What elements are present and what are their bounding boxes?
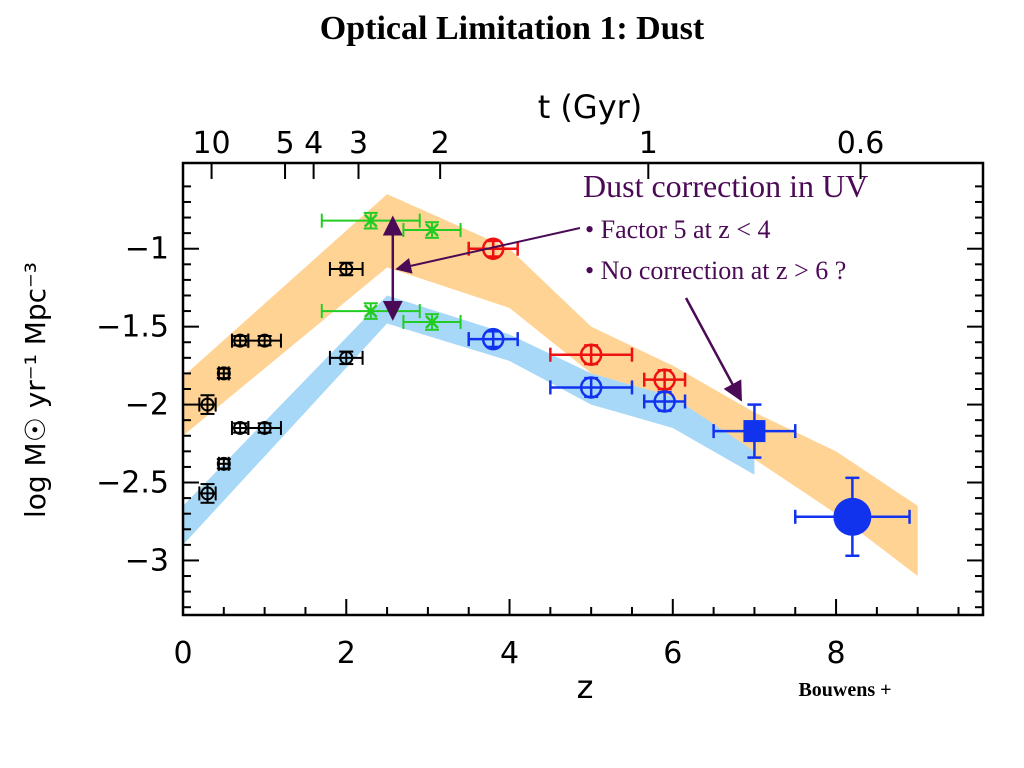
top-tick-label: 1 bbox=[639, 126, 658, 161]
marker-square bbox=[743, 420, 766, 443]
data-point-green bbox=[402, 313, 462, 331]
marker-cross bbox=[425, 315, 439, 329]
factor-pointer-arrow bbox=[395, 227, 581, 274]
annotation-bullet-1: • Factor 5 at z < 4 bbox=[585, 215, 771, 244]
y-tick-label: −3 bbox=[125, 543, 169, 578]
marker-circle bbox=[200, 397, 215, 412]
data-point-green bbox=[320, 302, 421, 320]
data-point-blue-big bbox=[793, 476, 911, 558]
y-tick-label: −2 bbox=[125, 388, 169, 423]
marker-cross bbox=[425, 223, 439, 237]
data-point-black bbox=[230, 333, 250, 348]
y-tick-label: −1.5 bbox=[96, 310, 169, 345]
no-correction-pointer-arrow bbox=[684, 297, 743, 402]
data-point-black bbox=[328, 350, 364, 366]
slide-title: Optical Limitation 1: Dust bbox=[319, 10, 705, 47]
top-tick-label: 5 bbox=[275, 126, 294, 161]
data-point-green bbox=[402, 221, 462, 239]
annotation-bullet-2: • No correction at z > 6 ? bbox=[585, 256, 846, 285]
data-point-red bbox=[642, 368, 687, 391]
y-axis-label: log M☉ yr⁻¹ Mpc⁻³ bbox=[19, 262, 52, 518]
data-point-black bbox=[216, 456, 231, 471]
data-point-black bbox=[247, 420, 282, 435]
marker-circle bbox=[653, 390, 676, 413]
marker-circle bbox=[200, 486, 215, 501]
data-point-black bbox=[216, 366, 231, 381]
marker-circle bbox=[339, 350, 354, 365]
credit-label: Bouwens + bbox=[798, 679, 891, 701]
top-tick-label: 4 bbox=[304, 126, 323, 161]
marker-circle bbox=[233, 333, 248, 348]
data-point-black bbox=[247, 333, 282, 348]
data-point-green bbox=[320, 211, 421, 230]
y-tick-label: −2.5 bbox=[96, 466, 169, 501]
top-tick-label: 0.6 bbox=[837, 126, 885, 161]
data-point-black bbox=[198, 483, 217, 504]
x-tick-label: 0 bbox=[173, 636, 192, 671]
marker-circle bbox=[653, 368, 676, 391]
top-tick-label: 10 bbox=[192, 126, 230, 161]
x-tick-label: 2 bbox=[337, 636, 356, 671]
ticks-layer: 0 2 4 6 8−1−1.5−2−2.5−310 5 4 3 2 1 0.6 bbox=[96, 126, 983, 671]
marker-cross bbox=[363, 213, 378, 228]
marker-big-circle bbox=[833, 497, 872, 536]
top-axis-label: t (Gyr) bbox=[538, 88, 643, 126]
data-point-blue bbox=[549, 376, 634, 399]
x-tick-label: 6 bbox=[663, 636, 682, 671]
x-tick-label: 4 bbox=[500, 636, 519, 671]
annotation-heading: Dust correction in UV bbox=[583, 168, 868, 204]
marker-circle bbox=[233, 420, 248, 435]
arrows-layer bbox=[382, 215, 743, 402]
data-point-black bbox=[230, 420, 250, 435]
x-axis-label: z bbox=[577, 668, 594, 706]
marker-circle bbox=[257, 420, 272, 435]
points-layer bbox=[198, 211, 911, 558]
marker-circle bbox=[579, 343, 603, 366]
data-point-black bbox=[198, 394, 217, 415]
marker-circle bbox=[481, 327, 505, 351]
marker-circle bbox=[216, 366, 231, 381]
top-tick-label: 2 bbox=[431, 126, 450, 161]
marker-cross bbox=[363, 304, 378, 318]
data-point-blue bbox=[467, 327, 519, 351]
top-tick-label: 3 bbox=[349, 126, 368, 161]
data-point-blue-square bbox=[712, 403, 797, 459]
data-point-red bbox=[549, 343, 634, 366]
marker-circle bbox=[257, 333, 272, 348]
data-point-blue bbox=[642, 390, 687, 413]
y-tick-label: −1 bbox=[125, 232, 169, 267]
marker-circle bbox=[216, 456, 231, 471]
marker-circle bbox=[579, 376, 603, 399]
marker-circle bbox=[339, 261, 354, 276]
data-point-black bbox=[328, 261, 364, 277]
x-tick-label: 8 bbox=[827, 636, 846, 671]
